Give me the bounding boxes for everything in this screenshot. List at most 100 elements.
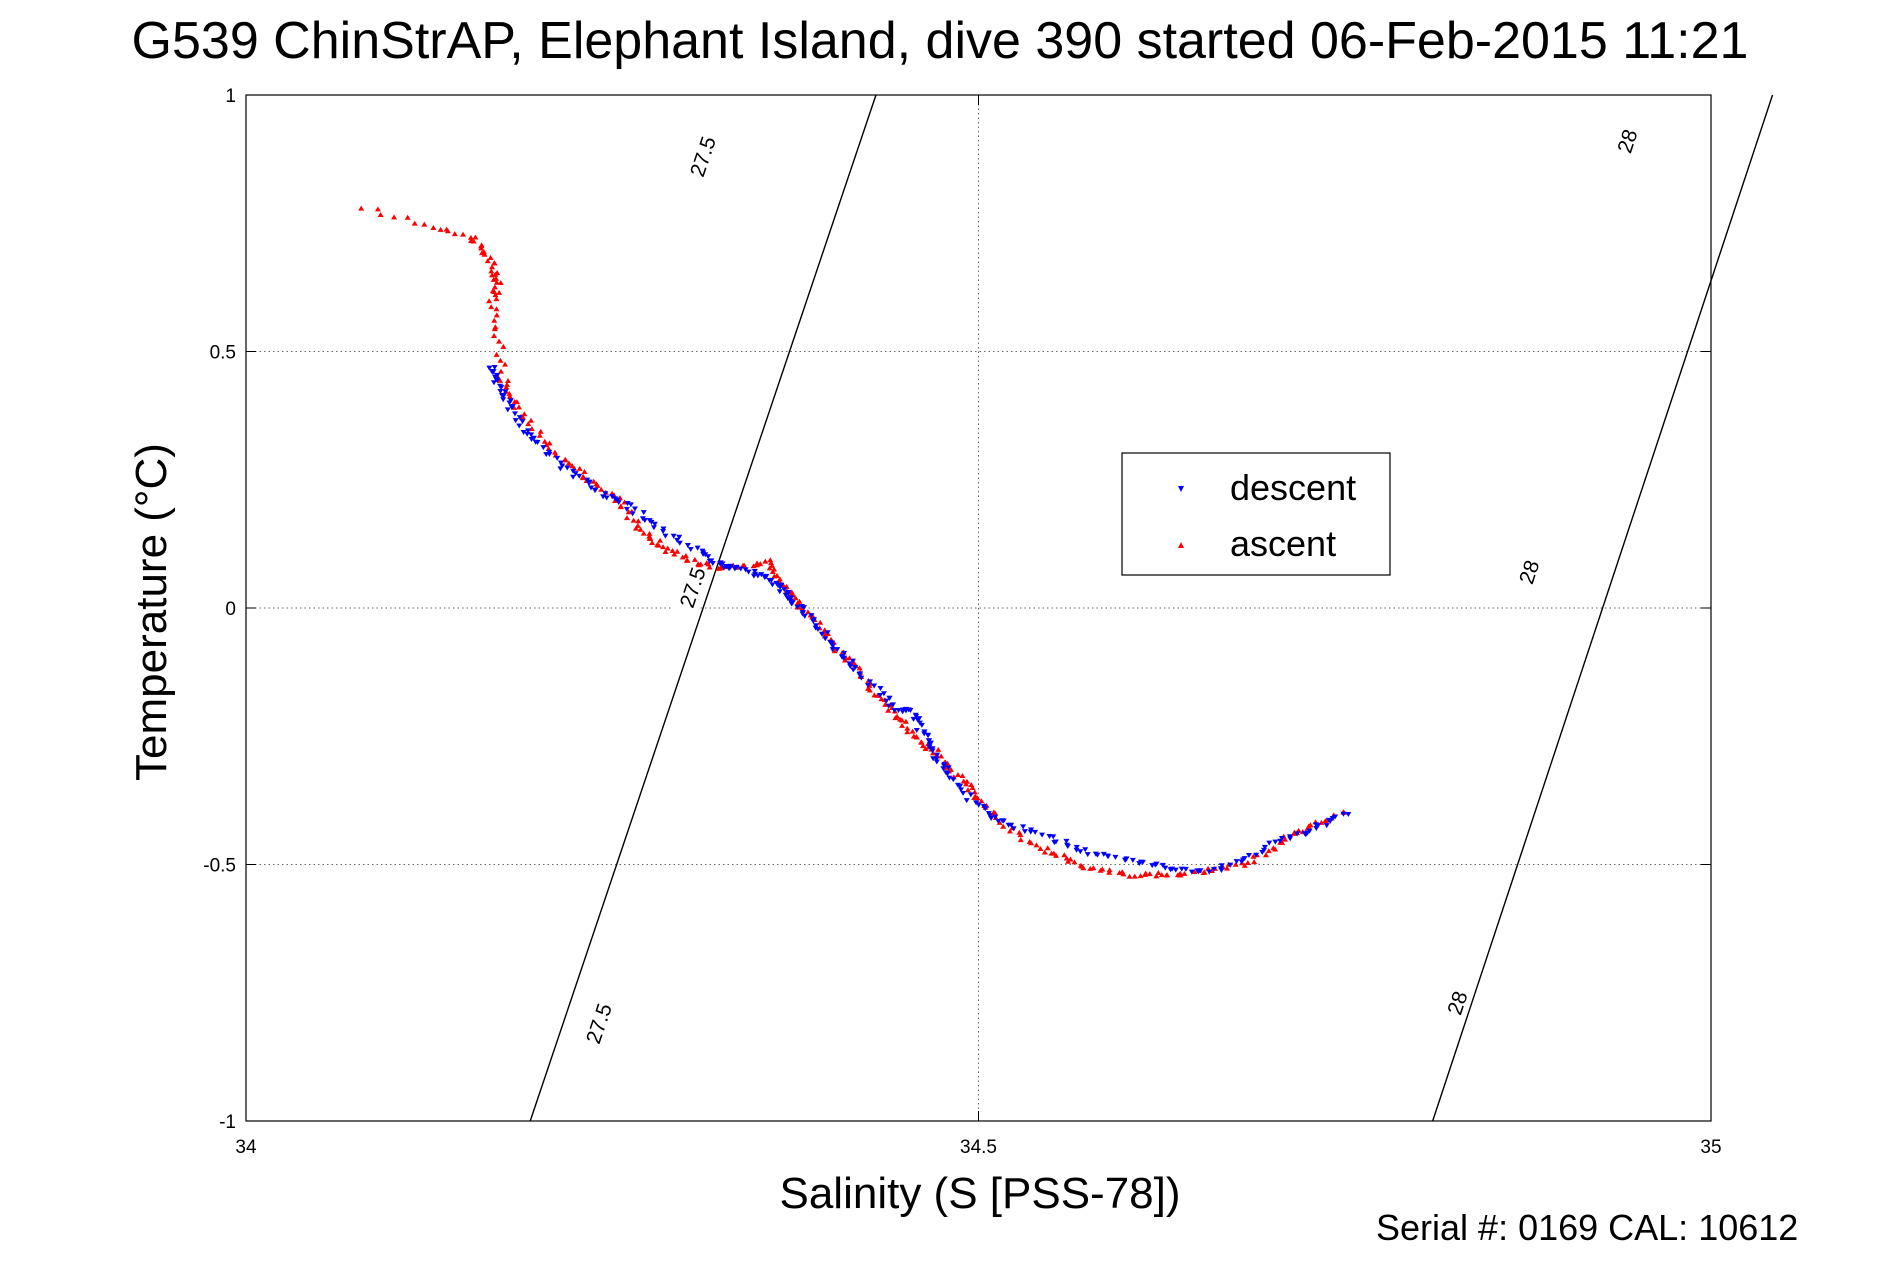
descent-point xyxy=(999,818,1006,824)
descent-point xyxy=(930,756,937,762)
ascent-point xyxy=(691,556,698,562)
legend-marker-descent xyxy=(1178,486,1184,492)
descent-point xyxy=(742,567,749,573)
ascent-point xyxy=(1097,867,1104,873)
ascent-point xyxy=(1265,848,1272,854)
ascent-point xyxy=(1158,872,1165,878)
descent-point xyxy=(960,790,967,796)
ascent-point xyxy=(1041,849,1048,855)
ascent-point xyxy=(913,734,920,740)
descent-point xyxy=(1345,811,1352,817)
ascent-point xyxy=(969,785,976,791)
descent-point xyxy=(591,487,598,493)
descent-point xyxy=(554,455,561,461)
descent-point xyxy=(491,364,498,370)
descent-point xyxy=(975,802,982,808)
ascent-point xyxy=(506,390,513,396)
descent-point xyxy=(886,695,893,701)
ascent-point xyxy=(493,312,500,318)
descent-point xyxy=(840,655,847,661)
isopycnal-label-bg xyxy=(579,995,619,1053)
descent-point xyxy=(941,763,948,769)
descent-point xyxy=(684,542,691,548)
ascent-point xyxy=(878,696,885,702)
descent-point xyxy=(776,589,783,595)
ascent-point xyxy=(536,432,543,438)
descent-point xyxy=(1294,831,1301,837)
descent-point xyxy=(1340,811,1347,817)
descent-point xyxy=(1278,836,1285,842)
descent-point xyxy=(486,365,493,371)
descent-point xyxy=(849,658,856,664)
ascent-point xyxy=(576,465,583,471)
ascent-point xyxy=(866,687,873,693)
ascent-point xyxy=(1155,870,1162,876)
ascent-point xyxy=(929,750,936,756)
y-tick-label: 0 xyxy=(225,599,236,620)
descent-point xyxy=(506,400,513,406)
ascent-point xyxy=(1307,822,1314,828)
descent-point xyxy=(787,595,794,601)
descent-point xyxy=(910,716,917,722)
descent-point xyxy=(1100,851,1107,857)
descent-point xyxy=(758,572,765,578)
descent-point xyxy=(737,566,744,572)
descent-point xyxy=(768,578,775,584)
descent-point xyxy=(926,744,933,750)
ascent-point xyxy=(358,205,365,211)
ascent-point xyxy=(451,231,458,237)
ascent-point xyxy=(954,772,961,778)
ascent-point xyxy=(493,275,500,281)
ascent-point xyxy=(1137,873,1144,879)
x-tick-label: 34.5 xyxy=(960,1137,997,1158)
ascent-point xyxy=(493,279,500,285)
ascent-point xyxy=(487,254,494,260)
descent-point xyxy=(812,625,819,631)
y-axis-title: Temperature (°C) xyxy=(127,443,176,781)
descent-point xyxy=(1323,823,1330,829)
ascent-point xyxy=(804,609,811,615)
descent-point xyxy=(705,554,712,560)
descent-point xyxy=(785,591,792,597)
ascent-point xyxy=(902,718,909,724)
descent-point xyxy=(754,573,761,579)
ascent-point xyxy=(503,381,510,387)
ascent-point xyxy=(444,228,451,234)
descent-point xyxy=(516,415,523,421)
ascent-point xyxy=(491,317,498,323)
descent-point xyxy=(857,671,864,677)
ascent-point xyxy=(706,564,713,570)
ascent-point xyxy=(1053,852,1060,858)
descent-point xyxy=(557,466,564,472)
descent-point xyxy=(570,474,577,480)
ascent-point xyxy=(496,377,503,383)
ascent-point xyxy=(1000,823,1007,829)
ascent-point xyxy=(506,393,513,399)
descent-point xyxy=(864,683,871,689)
descent-point xyxy=(721,565,728,571)
ascent-point xyxy=(882,701,889,707)
descent-point xyxy=(1188,869,1195,875)
ascent-point xyxy=(892,715,899,721)
descent-point xyxy=(602,491,609,497)
descent-point xyxy=(1332,814,1339,820)
ascent-point xyxy=(492,292,499,298)
descent-point xyxy=(818,631,825,637)
descent-point xyxy=(700,551,707,557)
ascent-point xyxy=(562,456,569,462)
descent-point xyxy=(1064,844,1071,850)
descent-point xyxy=(651,521,658,527)
descent-point xyxy=(609,494,616,500)
descent-point xyxy=(623,506,630,512)
ascent-point xyxy=(1080,865,1087,871)
ascent-point xyxy=(769,569,776,575)
descent-point xyxy=(500,397,507,403)
ascent-point xyxy=(885,707,892,713)
descent-point xyxy=(530,435,537,441)
descent-point xyxy=(648,519,655,525)
descent-point xyxy=(502,389,509,395)
descent-point xyxy=(1261,844,1268,850)
ascent-point xyxy=(646,530,653,536)
descent-point xyxy=(509,404,516,410)
